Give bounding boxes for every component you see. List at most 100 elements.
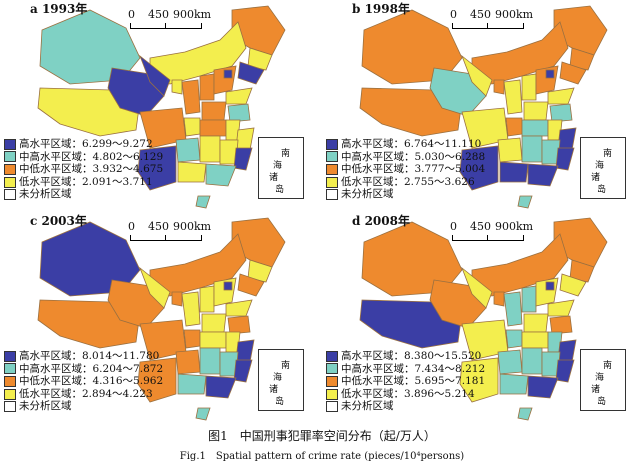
map-panel-2003: c 2003年 0 450 900km 高水平区域：8.014～11.780 中… <box>0 212 322 434</box>
region-gansu <box>139 54 171 97</box>
scale-tick-900: 900km <box>173 220 212 233</box>
legend: 高水平区域：8.014～11.780 中高水平区域：6.204～7.872 中低… <box>4 350 163 413</box>
region-shanxi <box>199 285 215 313</box>
map-panel-1998: b 1998年 0 450 900km 高水平区域：6.764～11.110 中… <box>322 0 644 222</box>
region-gansu <box>461 266 493 309</box>
south-china-sea-inset: 南 海 诸 岛 <box>258 137 304 199</box>
china-map-2008 <box>359 217 608 421</box>
legend-item-none: 未分析区域 <box>326 400 485 413</box>
region-chongqing <box>183 117 201 137</box>
region-fujian <box>233 147 253 171</box>
figure-caption-en: Fig.1 Spatial pattern of crime rate (pie… <box>179 451 465 462</box>
scale-tick-450: 450 <box>148 220 169 233</box>
legend: 高水平区域：6.299～9.272 中高水平区域：4.802～6.129 中低水… <box>4 138 163 201</box>
china-map-1998 <box>359 5 608 209</box>
region-guangxi <box>177 161 207 183</box>
region-liaoning <box>559 273 587 297</box>
legend-item-high: 高水平区域：8.380～15.520 <box>326 350 485 363</box>
legend: 高水平区域：8.380～15.520 中高水平区域：7.434～8.212 中低… <box>326 350 485 413</box>
legend-item-mid-high: 中高水平区域：5.030～6.288 <box>326 151 485 164</box>
panel-label: a 1993年 <box>30 2 88 16</box>
region-chongqing <box>183 329 201 349</box>
region-jilin <box>247 259 273 283</box>
region-jilin <box>247 47 273 71</box>
region-ningxia <box>171 79 183 95</box>
region-beijing <box>545 281 555 291</box>
region-shaanxi <box>503 291 523 327</box>
region-shaanxi <box>181 291 201 327</box>
scale-bar: 0 450 900km <box>128 8 211 30</box>
region-hubei <box>521 119 549 137</box>
region-fujian <box>555 147 575 171</box>
region-shaanxi <box>181 79 201 115</box>
region-jiangsu <box>227 103 251 123</box>
region-gansu <box>139 266 171 309</box>
region-beijing <box>223 281 233 291</box>
china-map-2003 <box>37 217 286 421</box>
region-shanxi <box>521 73 537 101</box>
scale-tick-450: 450 <box>470 8 491 21</box>
legend-item-low: 低水平区域：3.896～5.214 <box>326 388 485 401</box>
region-ningxia <box>493 291 505 307</box>
legend-item-none: 未分析区域 <box>326 188 485 201</box>
region-fujian <box>233 359 253 383</box>
region-fujian <box>555 359 575 383</box>
scale-bar: 0 450 900km <box>450 8 534 30</box>
scale-line <box>452 235 524 241</box>
region-hainan <box>517 195 533 209</box>
scale-tick-900: 900km <box>495 220 534 233</box>
legend: 高水平区域：6.764～11.110 中高水平区域：5.030～6.288 中低… <box>326 138 485 201</box>
region-yunnan <box>459 145 499 191</box>
region-henan <box>523 101 549 121</box>
scale-tick-450: 450 <box>148 8 169 21</box>
legend-item-mid-low: 中低水平区域：4.316～5.962 <box>4 375 163 388</box>
scale-line <box>130 235 202 241</box>
region-hainan <box>195 195 211 209</box>
scale-tick-0: 0 <box>450 8 457 21</box>
region-hainan <box>195 407 211 421</box>
legend-item-low: 低水平区域：2.894～4.223 <box>4 388 163 401</box>
region-zhejiang <box>557 339 577 363</box>
region-chongqing <box>505 329 523 349</box>
region-yunnan <box>459 357 499 403</box>
legend-item-mid-low: 中低水平区域：3.777～5.004 <box>326 163 485 176</box>
region-jiangsu <box>549 315 573 335</box>
scale-bar: 0 450 900km <box>128 220 212 242</box>
region-guangdong <box>527 375 559 399</box>
scale-tick-900: 900km <box>495 8 534 21</box>
region-xinjiang <box>361 9 463 85</box>
legend-item-none: 未分析区域 <box>4 188 163 201</box>
panel-label: c 2003年 <box>30 214 87 228</box>
region-zhejiang <box>557 127 577 151</box>
region-jilin <box>569 259 595 283</box>
region-hubei <box>521 331 549 349</box>
region-hunan <box>199 347 221 375</box>
legend-item-low: 低水平区域：2.091～3.711 <box>4 176 163 189</box>
region-hunan <box>521 135 543 163</box>
region-guangdong <box>527 163 559 187</box>
scale-tick-0: 0 <box>128 8 135 21</box>
region-guangdong <box>205 375 237 399</box>
map-panel-2008: d 2008年 0 450 900km 高水平区域：8.380～15.520 中… <box>322 212 644 434</box>
region-xinjiang <box>361 221 463 297</box>
legend-item-high: 高水平区域：6.764～11.110 <box>326 138 485 151</box>
scale-line <box>452 23 524 29</box>
region-liaoning <box>237 61 265 85</box>
region-guangxi <box>177 373 207 395</box>
legend-item-mid-low: 中低水平区域：3.932～4.675 <box>4 163 163 176</box>
region-shanxi <box>521 285 537 313</box>
scale-bar: 0 450 900km <box>450 220 534 242</box>
region-hainan <box>517 407 533 421</box>
region-beijing <box>545 69 555 79</box>
region-hubei <box>199 331 227 349</box>
region-henan <box>201 101 227 121</box>
region-xinjiang <box>39 9 141 85</box>
region-liaoning <box>237 273 265 297</box>
legend-item-high: 高水平区域：8.014～11.780 <box>4 350 163 363</box>
region-guizhou <box>175 349 201 375</box>
region-gansu <box>461 54 493 97</box>
region-shanxi <box>199 73 215 101</box>
legend-item-mid-high: 中高水平区域：7.434～8.212 <box>326 363 485 376</box>
region-jilin <box>569 47 595 71</box>
region-ningxia <box>493 79 505 95</box>
